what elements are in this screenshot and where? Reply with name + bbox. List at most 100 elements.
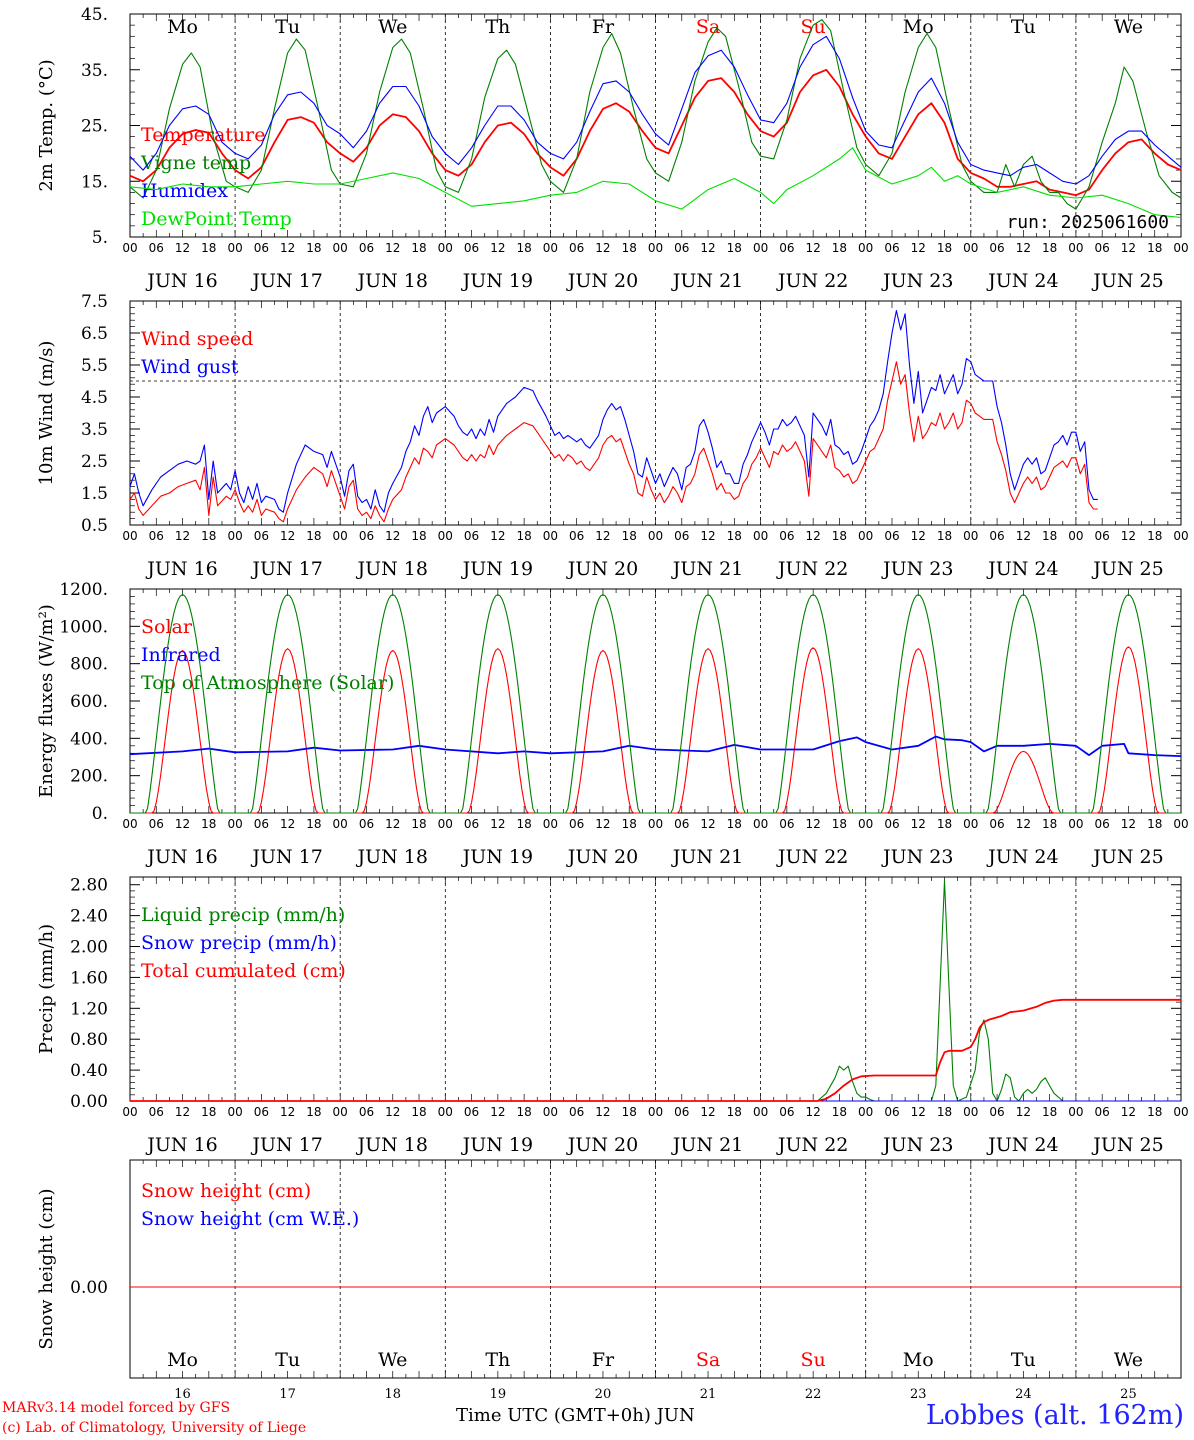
y-tick-label: 35. [81, 61, 108, 81]
hour-tick-label: 06 [1095, 529, 1110, 543]
legend-entry: Top of Atmosphere (Solar) [141, 672, 394, 694]
hour-tick-label: 18 [937, 1105, 952, 1119]
hour-tick-label: 06 [779, 529, 794, 543]
hour-tick-label: 06 [569, 241, 584, 255]
hour-tick-label: 06 [779, 241, 794, 255]
hour-tick-label: 12 [911, 817, 926, 831]
legend-entry: Total cumulated (cm) [141, 960, 346, 982]
date-label: JUN 24 [986, 846, 1058, 868]
y-tick-label: 1.20 [70, 999, 108, 1019]
date-label: JUN 19 [461, 270, 533, 292]
day-number-label: 22 [805, 1387, 822, 1402]
y-tick-label: 400. [70, 729, 108, 749]
date-label: JUN 17 [250, 846, 322, 868]
hour-tick-label: 00 [227, 529, 242, 543]
hour-tick-label: 00 [858, 817, 873, 831]
energy-panel: 0. 200. 400. 600. 800. 1000. 1200.Energy fluxe… [36, 580, 1189, 868]
hour-tick-label: 06 [254, 1105, 269, 1119]
hour-tick-label: 00 [122, 529, 137, 543]
y-tick-label: 0.00 [70, 1092, 108, 1112]
weekday-label: We [1114, 16, 1143, 38]
hour-tick-label: 06 [1095, 817, 1110, 831]
y-tick-label: 25. [81, 117, 108, 137]
hour-tick-label: 06 [989, 529, 1004, 543]
hour-tick-label: 00 [122, 241, 137, 255]
hour-tick-label: 12 [1016, 241, 1031, 255]
hour-tick-label: 12 [700, 241, 715, 255]
hour-tick-label: 00 [333, 241, 348, 255]
precip-panel: 0.00 0.40 0.80 1.20 1.60 2.00 2.40 2.80 Precip (… [36, 876, 1189, 1156]
hour-tick-label: 18 [411, 1105, 426, 1119]
hour-tick-label: 12 [175, 241, 190, 255]
snow-panel: 0.00 Snow height (cm) Mo Tu We Th Fr Sa Su Mo Tu We… [36, 1159, 1182, 1379]
day-number-label: 21 [700, 1387, 717, 1402]
hour-tick-label: 18 [201, 241, 216, 255]
temp-panel: 5. 15. 25. 35. 45. 2m Temp. (°C) 00 06 12 18 JUN 1… [36, 5, 1189, 292]
date-label: JUN 25 [1091, 846, 1163, 868]
date-label: JUN 24 [986, 1134, 1058, 1156]
day-number-label: 25 [1120, 1387, 1137, 1402]
weekday-label: Fr [592, 16, 615, 38]
y-tick-label: 2.00 [70, 938, 108, 958]
hour-tick-label: 00 [1173, 817, 1188, 831]
hour-tick-label: 12 [280, 817, 295, 831]
hour-tick-label: 12 [700, 529, 715, 543]
y-tick-label: 0.5 [81, 516, 108, 536]
hour-tick-label: 00 [753, 241, 768, 255]
hour-tick-label: 00 [963, 241, 978, 255]
hour-tick-label: 00 [438, 241, 453, 255]
hour-tick-label: 00 [858, 241, 873, 255]
hour-tick-label: 18 [622, 241, 637, 255]
date-label: JUN 21 [671, 1134, 743, 1156]
hour-tick-label: 12 [175, 817, 190, 831]
energy-ylabel: Energy fluxes (W/m²) [36, 604, 57, 798]
hour-tick-label: 00 [543, 529, 558, 543]
date-label: JUN 23 [881, 270, 953, 292]
series-line-wind-gust [129, 310, 1098, 513]
hour-tick-label: 18 [1147, 1105, 1162, 1119]
legend-entry: Solar [141, 616, 193, 638]
hour-tick-label: 06 [149, 817, 164, 831]
hour-tick-label: 12 [1016, 1105, 1031, 1119]
hour-tick-label: 00 [963, 1105, 978, 1119]
hour-tick-label: 18 [306, 1105, 321, 1119]
hour-tick-label: 12 [700, 1105, 715, 1119]
date-label: JUN 16 [145, 558, 217, 580]
weekday-label: Mo [167, 16, 198, 38]
hour-tick-label: 00 [543, 1105, 558, 1119]
legend-entry: Snow precip (mm/h) [141, 932, 337, 954]
hour-tick-label: 18 [1147, 817, 1162, 831]
weekday-label: Tu [275, 16, 300, 38]
energy-frame [129, 588, 1182, 814]
date-label: JUN 20 [566, 1134, 638, 1156]
legend-entry: Liquid precip (mm/h) [141, 904, 345, 926]
hour-tick-label: 00 [858, 1105, 873, 1119]
hour-tick-label: 06 [569, 529, 584, 543]
hour-tick-label: 00 [753, 1105, 768, 1119]
date-label: JUN 20 [566, 558, 638, 580]
hour-tick-label: 00 [543, 241, 558, 255]
weekday-label: Tu [275, 1349, 300, 1371]
hour-tick-label: 12 [1016, 817, 1031, 831]
hour-tick-label: 06 [884, 1105, 899, 1119]
hour-tick-label: 00 [1068, 1105, 1083, 1119]
date-label: JUN 21 [671, 270, 743, 292]
hour-tick-label: 18 [306, 817, 321, 831]
hour-tick-label: 06 [1095, 241, 1110, 255]
hour-tick-label: 12 [490, 817, 505, 831]
hour-tick-label: 12 [595, 817, 610, 831]
day-number-label: 20 [595, 1387, 612, 1402]
hour-tick-label: 18 [411, 241, 426, 255]
weekday-label: Sa [696, 1349, 720, 1371]
date-label: JUN 18 [356, 846, 428, 868]
hour-tick-label: 00 [543, 817, 558, 831]
weekday-label: Mo [903, 16, 934, 38]
date-label: JUN 17 [250, 1134, 322, 1156]
hour-tick-label: 06 [989, 817, 1004, 831]
hour-tick-label: 18 [516, 529, 531, 543]
hour-tick-label: 18 [727, 529, 742, 543]
date-label: JUN 16 [145, 846, 217, 868]
station-label: Lobbes (alt. 162m) [925, 1400, 1184, 1431]
day-number-label: 24 [1015, 1387, 1032, 1402]
